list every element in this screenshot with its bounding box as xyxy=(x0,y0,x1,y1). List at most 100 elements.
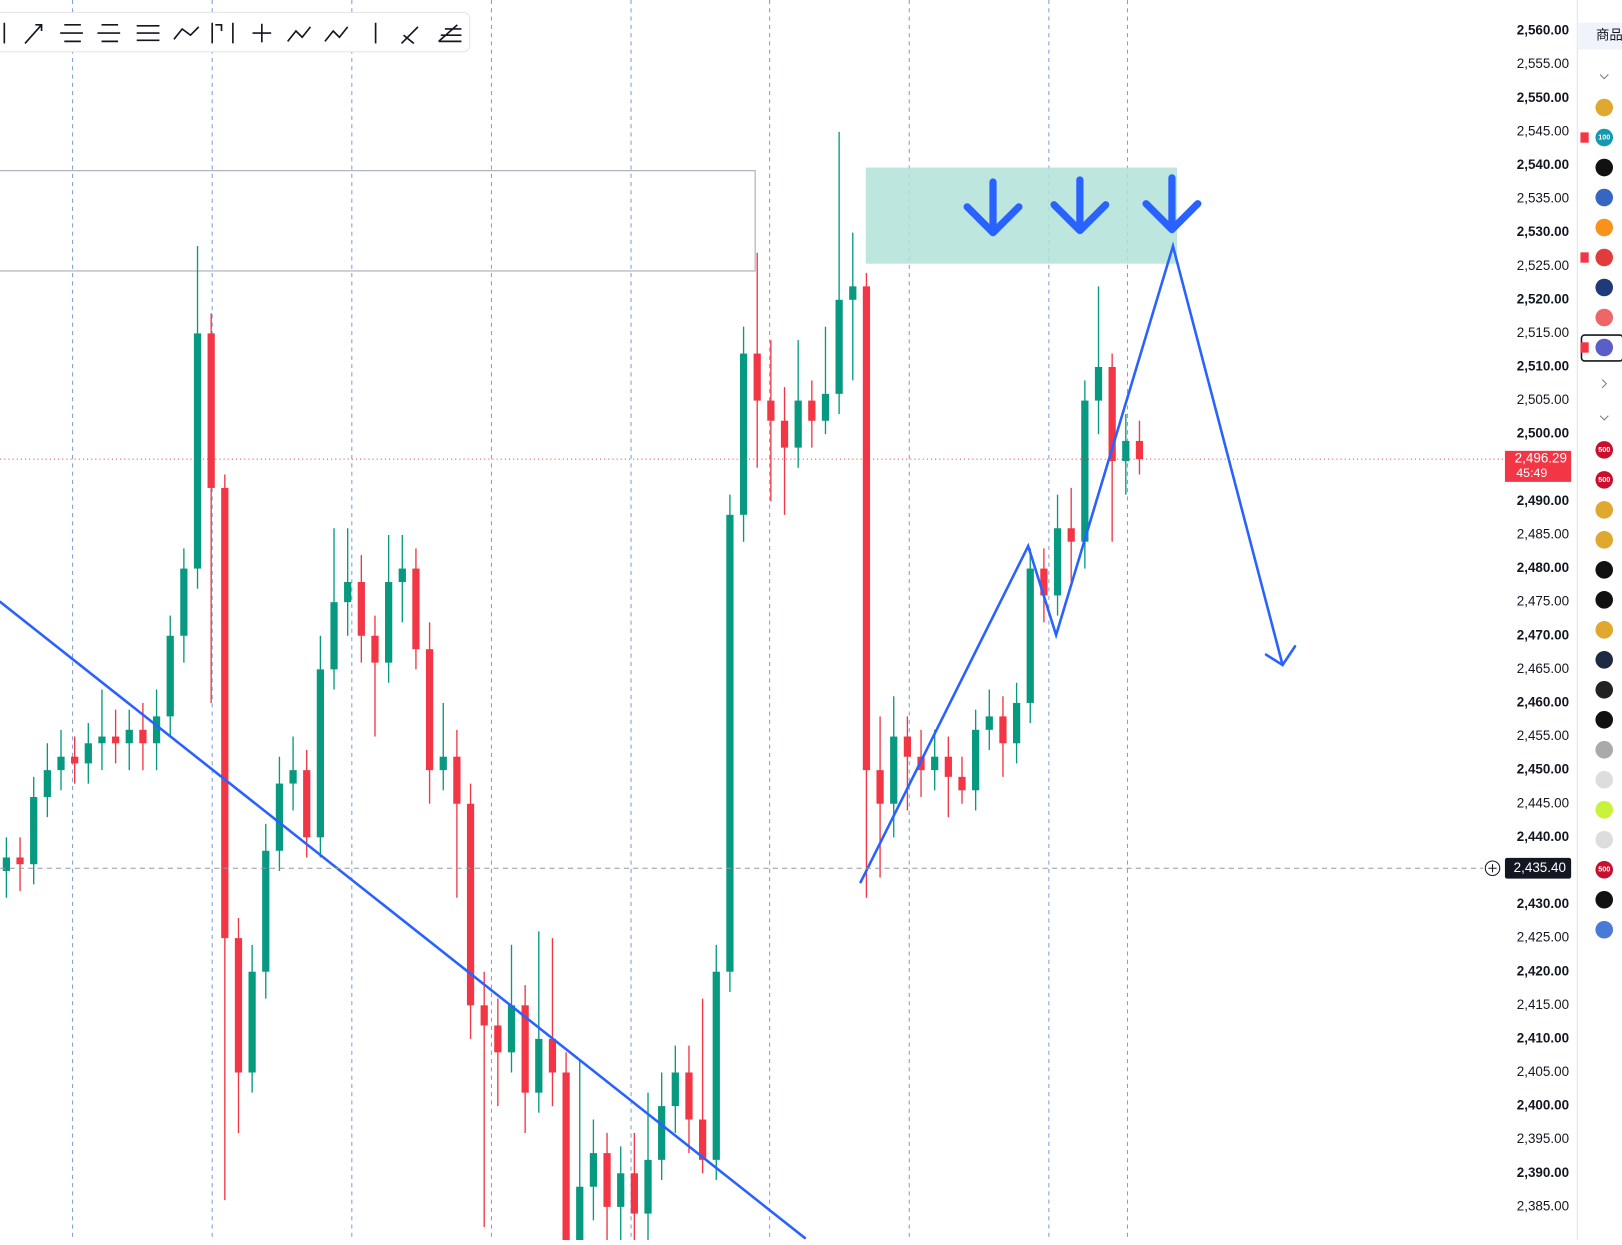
candle-body xyxy=(71,757,78,764)
symbol-icon[interactable] xyxy=(1595,531,1613,549)
watchlist-header: 商品 xyxy=(1596,28,1622,43)
candle-body xyxy=(890,737,897,804)
candle-body xyxy=(863,286,870,770)
drawing-toolbar xyxy=(0,12,470,51)
y-tick-label: 2,410.00 xyxy=(1517,1030,1569,1045)
y-tick-label: 2,405.00 xyxy=(1517,1064,1569,1079)
candle-body xyxy=(1054,528,1061,595)
symbol-icon[interactable] xyxy=(1595,621,1613,639)
flag xyxy=(1580,252,1588,262)
symbol-icon[interactable] xyxy=(1595,681,1613,699)
symbol-icon[interactable] xyxy=(1595,249,1613,267)
y-tick-label: 2,455.00 xyxy=(1517,728,1569,743)
y-tick-label: 2,440.00 xyxy=(1517,829,1569,844)
candle-body xyxy=(385,582,392,663)
candle-body xyxy=(603,1153,610,1207)
candle-body xyxy=(139,730,146,743)
candle-body xyxy=(958,777,965,790)
symbol-badge: 500 xyxy=(1598,865,1610,874)
symbol-icon[interactable] xyxy=(1595,309,1613,327)
symbol-icon[interactable] xyxy=(1595,339,1613,357)
candle-body xyxy=(249,972,256,1073)
symbol-icon[interactable] xyxy=(1595,219,1613,237)
crosshair-label: 2,435.40 xyxy=(1514,860,1566,875)
symbol-icon[interactable] xyxy=(1595,711,1613,729)
candle-body xyxy=(986,716,993,729)
candle-body xyxy=(644,1160,651,1214)
y-tick-label: 2,515.00 xyxy=(1517,325,1569,340)
symbol-icon[interactable] xyxy=(1595,501,1613,519)
candle-body xyxy=(576,1187,583,1240)
y-tick-label: 2,390.00 xyxy=(1517,1165,1569,1180)
candle-body xyxy=(303,770,310,837)
symbol-icon[interactable] xyxy=(1595,801,1613,819)
candle-body xyxy=(57,757,64,770)
symbol-icon[interactable] xyxy=(1595,591,1613,609)
candle-body xyxy=(781,421,788,448)
candle-body xyxy=(562,1072,569,1240)
symbol-badge: 500 xyxy=(1598,445,1610,454)
y-tick-label: 2,480.00 xyxy=(1517,560,1569,575)
candle-body xyxy=(30,797,37,864)
symbol-icon[interactable] xyxy=(1595,771,1613,789)
candle-body xyxy=(617,1173,624,1207)
candle-body xyxy=(1068,528,1075,541)
candle-body xyxy=(180,569,187,636)
candle-body xyxy=(98,737,105,744)
y-tick-label: 2,520.00 xyxy=(1517,291,1569,306)
symbol-icon[interactable] xyxy=(1595,279,1613,297)
watchlist: 商品 100500500500 xyxy=(1578,23,1622,939)
candles xyxy=(3,132,1143,1240)
y-tick-label: 2,470.00 xyxy=(1517,627,1569,642)
symbol-icon[interactable] xyxy=(1595,921,1613,939)
y-tick-label: 2,555.00 xyxy=(1517,56,1569,71)
candle-body xyxy=(999,716,1006,743)
symbol-icon[interactable] xyxy=(1595,741,1613,759)
candle-body xyxy=(412,569,419,650)
candle-body xyxy=(795,401,802,448)
y-tick-label: 2,485.00 xyxy=(1517,527,1569,542)
candle-body xyxy=(344,582,351,602)
candle-body xyxy=(194,333,201,568)
symbol-icon[interactable] xyxy=(1595,831,1613,849)
candle-body xyxy=(685,1072,692,1119)
candle-body xyxy=(85,743,92,763)
candle-body xyxy=(590,1153,597,1187)
candle-body xyxy=(317,669,324,837)
y-tick-label: 2,450.00 xyxy=(1517,762,1569,777)
candle-body xyxy=(1122,441,1129,461)
candle-body xyxy=(931,757,938,770)
candle-body xyxy=(371,636,378,663)
symbol-icon[interactable] xyxy=(1595,99,1613,117)
candle-body xyxy=(208,333,215,488)
candle-body xyxy=(754,354,761,401)
candle-body xyxy=(726,515,733,972)
y-tick-label: 2,475.00 xyxy=(1517,594,1569,609)
symbol-icon[interactable] xyxy=(1595,159,1613,177)
symbol-icon[interactable] xyxy=(1595,561,1613,579)
candle-body xyxy=(276,784,283,851)
toolbar-bg xyxy=(0,12,470,51)
candle-body xyxy=(289,770,296,783)
symbol-icon[interactable] xyxy=(1595,189,1613,207)
y-tick-label: 2,460.00 xyxy=(1517,694,1569,709)
candle-body xyxy=(658,1106,665,1160)
candle-body xyxy=(235,938,242,1072)
candle-body xyxy=(535,1039,542,1093)
y-tick-label: 2,560.00 xyxy=(1517,23,1569,38)
y-tick-label: 2,530.00 xyxy=(1517,224,1569,239)
y-tick-label: 2,505.00 xyxy=(1517,392,1569,407)
y-tick-label: 2,395.00 xyxy=(1517,1131,1569,1146)
symbol-icon[interactable] xyxy=(1595,891,1613,909)
y-tick-label: 2,415.00 xyxy=(1517,997,1569,1012)
y-tick-label: 2,490.00 xyxy=(1517,493,1569,508)
candle-body xyxy=(836,300,843,394)
collapse-chevron[interactable] xyxy=(1600,74,1608,419)
candle-body xyxy=(3,857,10,870)
symbol-icon[interactable] xyxy=(1595,651,1613,669)
y-tick-label: 2,510.00 xyxy=(1517,359,1569,374)
y-tick-label: 2,465.00 xyxy=(1517,661,1569,676)
y-tick-label: 2,445.00 xyxy=(1517,795,1569,810)
candle-body xyxy=(330,602,337,669)
